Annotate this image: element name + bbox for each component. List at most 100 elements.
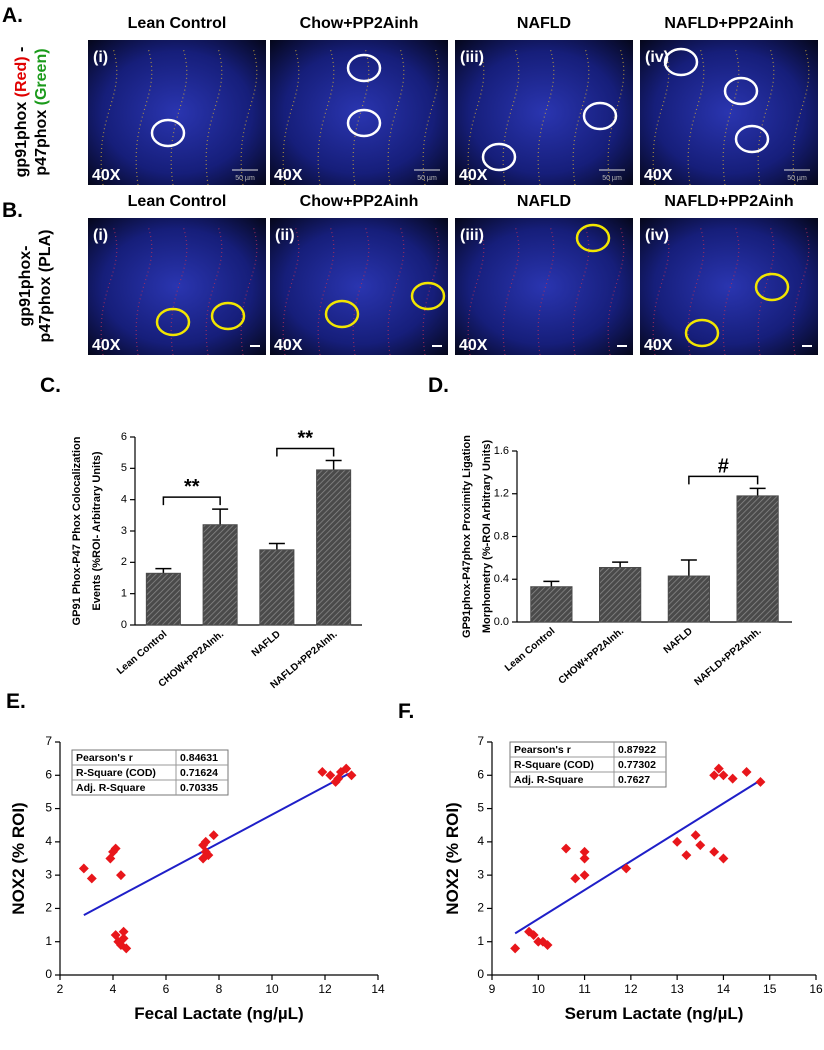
x-tick-label: 12 xyxy=(624,982,638,996)
data-point xyxy=(79,864,89,874)
image-title: Chow+PP2Ainh xyxy=(300,193,419,210)
x-axis-label: Serum Lactate (ng/µL) xyxy=(565,1004,744,1023)
magnification: 40X xyxy=(459,337,488,354)
data-point xyxy=(742,767,752,777)
image-title: Chow+PP2Ainh xyxy=(300,15,419,32)
label-segment: - xyxy=(13,47,30,57)
y-tick-label: 0 xyxy=(121,619,127,631)
y-tick-label: 1.2 xyxy=(494,488,509,500)
bar xyxy=(600,567,641,622)
data-point xyxy=(621,864,631,874)
stats-value: 0.71624 xyxy=(180,767,218,779)
x-tick-label: 2 xyxy=(57,982,64,996)
y-tick-label: 4 xyxy=(121,494,127,506)
image-numeral: (iv) xyxy=(645,49,669,66)
image-numeral: (i) xyxy=(93,227,108,244)
stats-name: R-Square (COD) xyxy=(76,767,156,779)
stats-name: Pearson's r xyxy=(514,744,571,756)
data-point xyxy=(672,837,682,847)
scale-label: 50 µm xyxy=(787,175,807,182)
y-tick-label: 2 xyxy=(477,901,484,915)
y-tick-label: 6 xyxy=(121,431,127,443)
x-tick-label: NAFLD xyxy=(250,629,283,659)
image-numeral: (iii) xyxy=(460,49,484,66)
image-numeral: (iv) xyxy=(645,227,669,244)
significance-label: # xyxy=(718,455,729,477)
y-tick-label: 1 xyxy=(477,934,484,948)
data-point xyxy=(561,844,571,854)
x-axis-label: Fecal Lactate (ng/µL) xyxy=(134,1004,303,1023)
y-tick-label: 5 xyxy=(45,801,52,815)
micrograph xyxy=(88,40,266,185)
data-point xyxy=(718,854,728,864)
panel-letter: E. xyxy=(6,690,26,713)
bar xyxy=(668,576,709,622)
x-tick-label: Lean Control xyxy=(115,629,169,677)
panel-letter: D. xyxy=(428,374,449,397)
y-tick-label: 2 xyxy=(45,901,52,915)
magnification: 40X xyxy=(459,167,488,184)
x-tick-label: 8 xyxy=(216,982,223,996)
image-title: NAFLD+PP2Ainh xyxy=(664,193,793,210)
stats-value: 0.87922 xyxy=(618,744,656,756)
stats-name: Adj. R-Square xyxy=(76,782,146,794)
x-tick-label: 14 xyxy=(371,982,385,996)
x-tick-label: Lean Control xyxy=(503,626,557,674)
y-tick-label: 3 xyxy=(121,525,127,537)
x-tick-label: NAFLD xyxy=(662,626,695,656)
scale-bar xyxy=(432,345,442,347)
significance-bracket xyxy=(277,449,334,457)
x-tick-label: 10 xyxy=(265,982,279,996)
x-tick-label: NAFLD+PP2AInh. xyxy=(692,626,763,688)
data-point xyxy=(116,870,126,880)
y-axis-label: NOX2 (% ROI) xyxy=(9,802,28,914)
bar xyxy=(146,573,180,625)
panel-letter: B. xyxy=(2,199,23,222)
scale-bar xyxy=(802,345,812,347)
magnification: 40X xyxy=(274,337,303,354)
data-point xyxy=(756,777,766,787)
stats-name: Pearson's r xyxy=(76,752,133,764)
y-tick-label: 5 xyxy=(477,801,484,815)
magnification: 40X xyxy=(644,167,673,184)
y-axis-label: Events (%ROI- Arbitrary Units) xyxy=(91,451,103,610)
magnification: 40X xyxy=(274,167,303,184)
data-point xyxy=(580,870,590,880)
y-tick-label: 0 xyxy=(45,967,52,981)
label-segment: (Red) xyxy=(13,56,30,97)
scale-label: 50 µm xyxy=(602,175,622,182)
image-title: Lean Control xyxy=(128,193,227,210)
data-point xyxy=(691,830,701,840)
image-numeral: (i) xyxy=(93,49,108,66)
image-numeral: (iii) xyxy=(460,227,484,244)
panel-letter: C. xyxy=(40,374,61,397)
x-tick-label: CHOW+PP2AInh. xyxy=(557,626,627,687)
y-tick-label: 7 xyxy=(45,734,52,748)
magnification: 40X xyxy=(92,167,121,184)
y-tick-label: 4 xyxy=(477,834,484,848)
stats-value: 0.84631 xyxy=(180,752,218,764)
panel-y-label: p47phox (Green) xyxy=(33,48,50,175)
scale-bar xyxy=(617,345,627,347)
x-tick-label: 13 xyxy=(670,982,684,996)
stats-value: 0.77302 xyxy=(618,759,656,771)
y-tick-label: 2 xyxy=(121,556,127,568)
y-tick-label: 5 xyxy=(121,462,127,474)
x-tick-label: 14 xyxy=(717,982,731,996)
significance-label: ** xyxy=(184,476,200,498)
scale-bar xyxy=(250,345,260,347)
y-tick-label: 6 xyxy=(45,767,52,781)
data-point xyxy=(709,847,719,857)
image-title: NAFLD xyxy=(517,193,571,210)
magnification: 40X xyxy=(644,337,673,354)
x-tick-label: 12 xyxy=(318,982,332,996)
y-tick-label: 3 xyxy=(477,867,484,881)
x-tick-label: 15 xyxy=(763,982,777,996)
stats-name: R-Square (COD) xyxy=(514,759,594,771)
y-tick-label: 0.8 xyxy=(494,530,509,542)
significance-bracket xyxy=(689,476,758,484)
bar xyxy=(203,525,237,625)
label-segment: (Green) xyxy=(33,48,50,105)
y-tick-label: 4 xyxy=(45,834,52,848)
x-tick-label: 10 xyxy=(532,982,546,996)
